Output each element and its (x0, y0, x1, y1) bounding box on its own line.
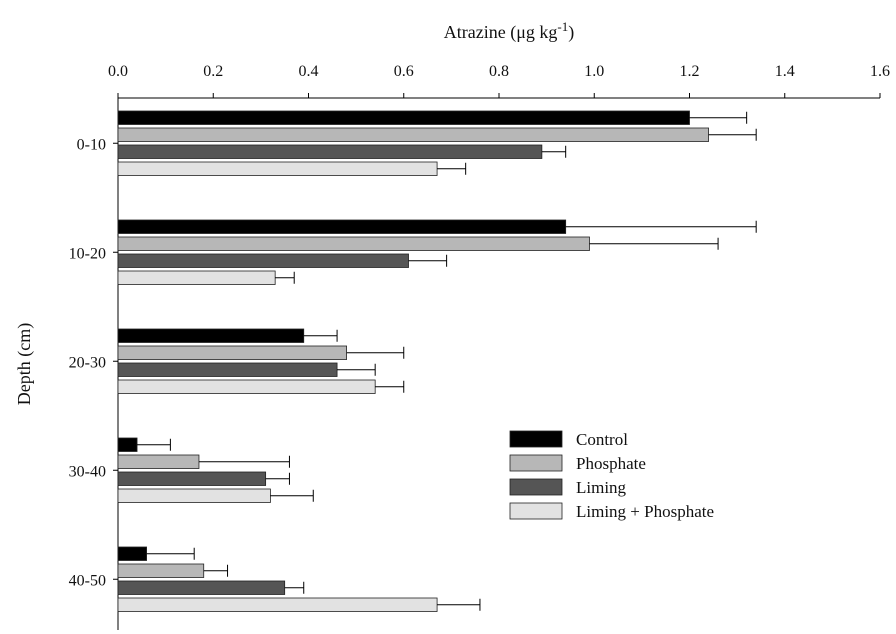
bar (117, 580, 286, 595)
axes: 0.0 0.2 0.4 0.6 0.8 1.0 1.2 1.4 1.6 0-10 10-20 20-3… (69, 63, 890, 630)
x-tick-label: 0.0 (108, 63, 128, 80)
bar (117, 546, 147, 561)
x-tick-label: 1.6 (870, 63, 890, 80)
x-axis-title-superscript: -1 (557, 19, 568, 34)
x-tick-label: 0.4 (299, 63, 319, 80)
category-label: 30-40 (69, 463, 106, 480)
x-tick-label: 1.0 (584, 63, 604, 80)
bar (117, 362, 338, 377)
bar (117, 236, 590, 251)
x-axis-title-close: ) (568, 22, 574, 43)
bar (117, 127, 709, 142)
category-label: 40-50 (69, 572, 106, 589)
x-tick-label: 0.8 (489, 63, 509, 80)
bar (117, 144, 543, 159)
x-tick-label: 0.2 (203, 63, 223, 80)
legend-swatch (509, 502, 563, 520)
x-axis-title-main: Atrazine (μg kg (444, 22, 558, 43)
legend-label: Phosphate (576, 454, 646, 473)
legend-swatch (509, 478, 563, 496)
legend-swatch (509, 430, 563, 448)
legend-label: Liming + Phosphate (576, 502, 714, 521)
category-label: 10-20 (69, 245, 106, 262)
legend-label: Liming (576, 478, 627, 497)
bar (117, 219, 567, 234)
x-tick-label: 0.6 (394, 63, 414, 80)
bars-layer (117, 110, 757, 612)
x-axis-title: Atrazine (μg kg-1) (444, 19, 574, 44)
bar (117, 161, 438, 176)
legend: Control Phosphate Liming Liming + Phosphate (509, 430, 714, 521)
bar (117, 563, 205, 578)
bar (117, 253, 409, 268)
bar (117, 345, 348, 360)
x-tick-label: 1.4 (775, 63, 795, 80)
bar (117, 437, 138, 452)
category-label: 0-10 (77, 136, 106, 153)
legend-label: Control (576, 430, 628, 449)
bar (117, 597, 438, 612)
bar (117, 454, 200, 469)
bar (117, 379, 376, 394)
bar (117, 328, 305, 343)
bar (117, 270, 276, 285)
legend-swatch (509, 454, 563, 472)
bar (117, 110, 690, 125)
category-label: 20-30 (69, 354, 106, 371)
x-tick-label: 1.2 (680, 63, 700, 80)
bar (117, 488, 271, 503)
bar (117, 471, 267, 486)
y-axis-title: Depth (cm) (14, 323, 35, 405)
